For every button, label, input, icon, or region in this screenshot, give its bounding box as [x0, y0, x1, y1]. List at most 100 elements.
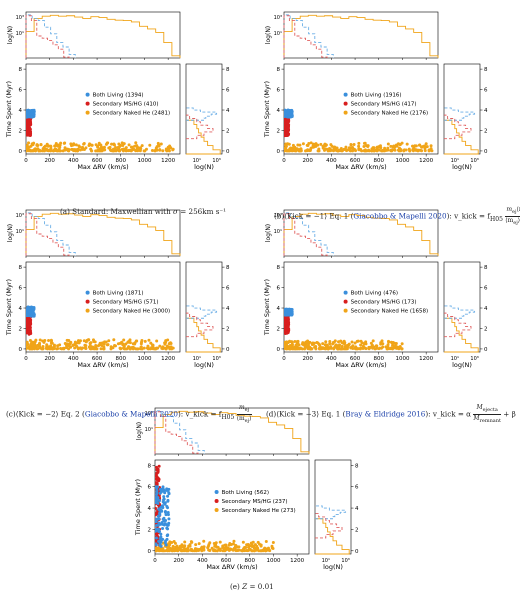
point-both-living [289, 313, 293, 317]
point-naked-he [398, 142, 402, 146]
point-naked-he [56, 144, 60, 148]
legend-entry: Both Living (476) [351, 291, 398, 297]
point-both-living [161, 522, 165, 526]
legend-marker [343, 308, 348, 313]
x-axis-label: Max ΔRV (km/s) [206, 563, 257, 571]
legend-entry: Both Living (1871) [93, 291, 144, 297]
point-naked-he [168, 543, 172, 547]
point-naked-he [157, 144, 161, 148]
point-naked-he [26, 340, 29, 344]
side-hist-naked-he [186, 119, 221, 155]
point-naked-he [271, 540, 275, 544]
point-naked-he [425, 145, 429, 149]
point-naked-he [308, 149, 312, 153]
point-naked-he [305, 149, 309, 153]
point-naked-he [311, 341, 315, 345]
side-hist-both-living [186, 305, 218, 319]
side-tick-label: 10¹ [322, 558, 330, 564]
point-both-living [155, 491, 159, 495]
side-y-tick-label: 0 [355, 549, 359, 555]
point-naked-he [133, 341, 137, 345]
point-both-living [31, 311, 35, 315]
point-naked-he [319, 142, 323, 146]
legend-marker [343, 101, 348, 106]
x-tick-label: 200 [44, 356, 55, 362]
point-both-living [287, 108, 291, 112]
point-naked-he [39, 142, 43, 146]
top-hist-naked-he [283, 14, 439, 58]
legend-entry: Secondary MS/HG (417) [351, 102, 417, 108]
point-naked-he [110, 149, 114, 153]
top-hist-both-living [154, 410, 205, 454]
legend-marker [85, 110, 90, 115]
point-naked-he [80, 347, 84, 351]
point-naked-he [333, 339, 337, 343]
point-secondary-mshg [28, 327, 32, 331]
legend-entry: Secondary Naked He (2176) [351, 111, 429, 117]
y-tick-label: 8 [148, 463, 152, 469]
point-both-living [161, 500, 165, 504]
point-naked-he [127, 143, 131, 147]
side-y-tick-label: 0 [484, 149, 488, 155]
scatter-points [155, 464, 275, 553]
point-naked-he [183, 540, 187, 544]
point-naked-he [155, 546, 159, 550]
x-tick-label: 1000 [137, 356, 151, 362]
point-naked-he [169, 146, 173, 150]
legend-marker [214, 490, 219, 495]
point-secondary-mshg [28, 131, 32, 135]
x-axis-label: Max ΔRV (km/s) [77, 163, 128, 171]
point-naked-he [387, 347, 391, 351]
y-tick-label: 2 [148, 527, 152, 533]
point-naked-he [386, 148, 390, 152]
point-both-living [165, 504, 169, 508]
point-naked-he [218, 547, 222, 551]
point-naked-he [109, 345, 113, 349]
point-naked-he [328, 342, 332, 346]
x-tick-label: 1000 [266, 558, 280, 564]
point-both-living [290, 115, 294, 119]
y-tick-label: 2 [19, 326, 23, 332]
point-naked-he [284, 144, 288, 148]
point-naked-he [82, 142, 86, 146]
x-tick-label: 800 [116, 158, 127, 164]
x-tick-label: 800 [374, 158, 385, 164]
point-naked-he [31, 342, 35, 346]
point-naked-he [319, 347, 323, 351]
point-naked-he [208, 541, 212, 545]
point-naked-he [134, 141, 138, 145]
point-naked-he [89, 341, 93, 345]
point-naked-he [356, 339, 360, 343]
point-both-living [155, 501, 158, 505]
point-both-living [158, 491, 162, 495]
point-naked-he [99, 347, 103, 351]
x-axis-label: Max ΔRV (km/s) [335, 163, 386, 171]
point-naked-he [41, 344, 45, 348]
point-both-living [155, 543, 158, 547]
point-naked-he [350, 340, 354, 344]
x-tick-label: 800 [116, 356, 127, 362]
point-both-living [160, 538, 164, 542]
point-naked-he [386, 142, 390, 146]
side-hist-xlabel: log(N) [194, 163, 214, 171]
point-both-living [162, 495, 166, 499]
point-naked-he [77, 341, 81, 345]
top-tick-label: 10¹ [16, 229, 24, 235]
point-naked-he [247, 545, 251, 549]
point-naked-he [80, 146, 84, 150]
point-naked-he [117, 145, 121, 149]
scatter-frame [25, 63, 181, 155]
point-secondary-mshg [26, 129, 30, 133]
point-naked-he [359, 339, 363, 343]
point-naked-he [345, 347, 349, 351]
point-naked-he [153, 347, 157, 351]
point-naked-he [121, 143, 125, 147]
point-naked-he [78, 145, 82, 149]
side-y-tick-label: 6 [355, 485, 359, 491]
point-naked-he [359, 148, 363, 152]
point-naked-he [264, 549, 268, 553]
point-secondary-mshg [26, 125, 29, 129]
y-tick-label: 6 [148, 485, 152, 491]
point-naked-he [375, 145, 379, 149]
side-y-tick-label: 8 [355, 463, 359, 469]
